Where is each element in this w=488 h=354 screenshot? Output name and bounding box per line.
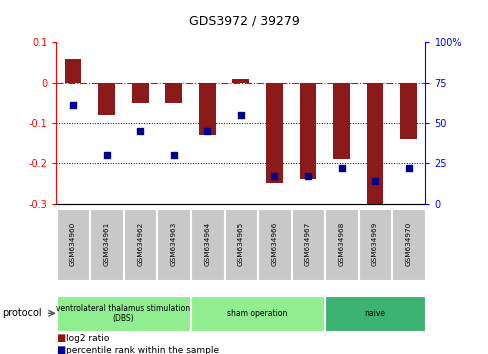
Text: ■: ■ [56,333,65,343]
Bar [400,83,416,139]
Text: GSM634965: GSM634965 [237,222,244,266]
Text: GSM634966: GSM634966 [271,222,277,266]
Point [236,112,244,118]
Text: GSM634964: GSM634964 [204,222,210,266]
Text: percentile rank within the sample: percentile rank within the sample [66,346,219,354]
Text: GSM634968: GSM634968 [338,222,344,266]
Text: GDS3972 / 39279: GDS3972 / 39279 [189,14,299,27]
Point [136,128,144,134]
Bar [332,83,349,159]
Bar [131,83,148,103]
Point [69,102,77,108]
Point [337,165,345,171]
Text: naive: naive [364,309,385,318]
Text: GSM634970: GSM634970 [405,222,411,266]
Bar [366,83,383,204]
Text: GSM634961: GSM634961 [103,222,109,266]
Text: log2 ratio: log2 ratio [66,333,109,343]
Text: ventrolateral thalamus stimulation
(DBS): ventrolateral thalamus stimulation (DBS) [56,304,190,323]
Point [169,152,177,158]
Bar [199,83,215,135]
Point [404,165,412,171]
Point [304,173,311,179]
Text: GSM634963: GSM634963 [170,222,176,266]
Bar [165,83,182,103]
Text: ■: ■ [56,346,65,354]
Bar [64,58,81,83]
Bar [299,83,316,179]
Point [270,173,278,179]
Text: GSM634967: GSM634967 [305,222,310,266]
Text: GSM634960: GSM634960 [70,222,76,266]
Text: GSM634969: GSM634969 [371,222,377,266]
Bar [265,83,282,183]
Point [102,152,110,158]
Text: protocol: protocol [2,308,42,318]
Text: sham operation: sham operation [227,309,287,318]
Bar [232,79,249,83]
Text: GSM634962: GSM634962 [137,222,143,266]
Point [203,128,211,134]
Bar [98,83,115,115]
Point [370,178,378,184]
